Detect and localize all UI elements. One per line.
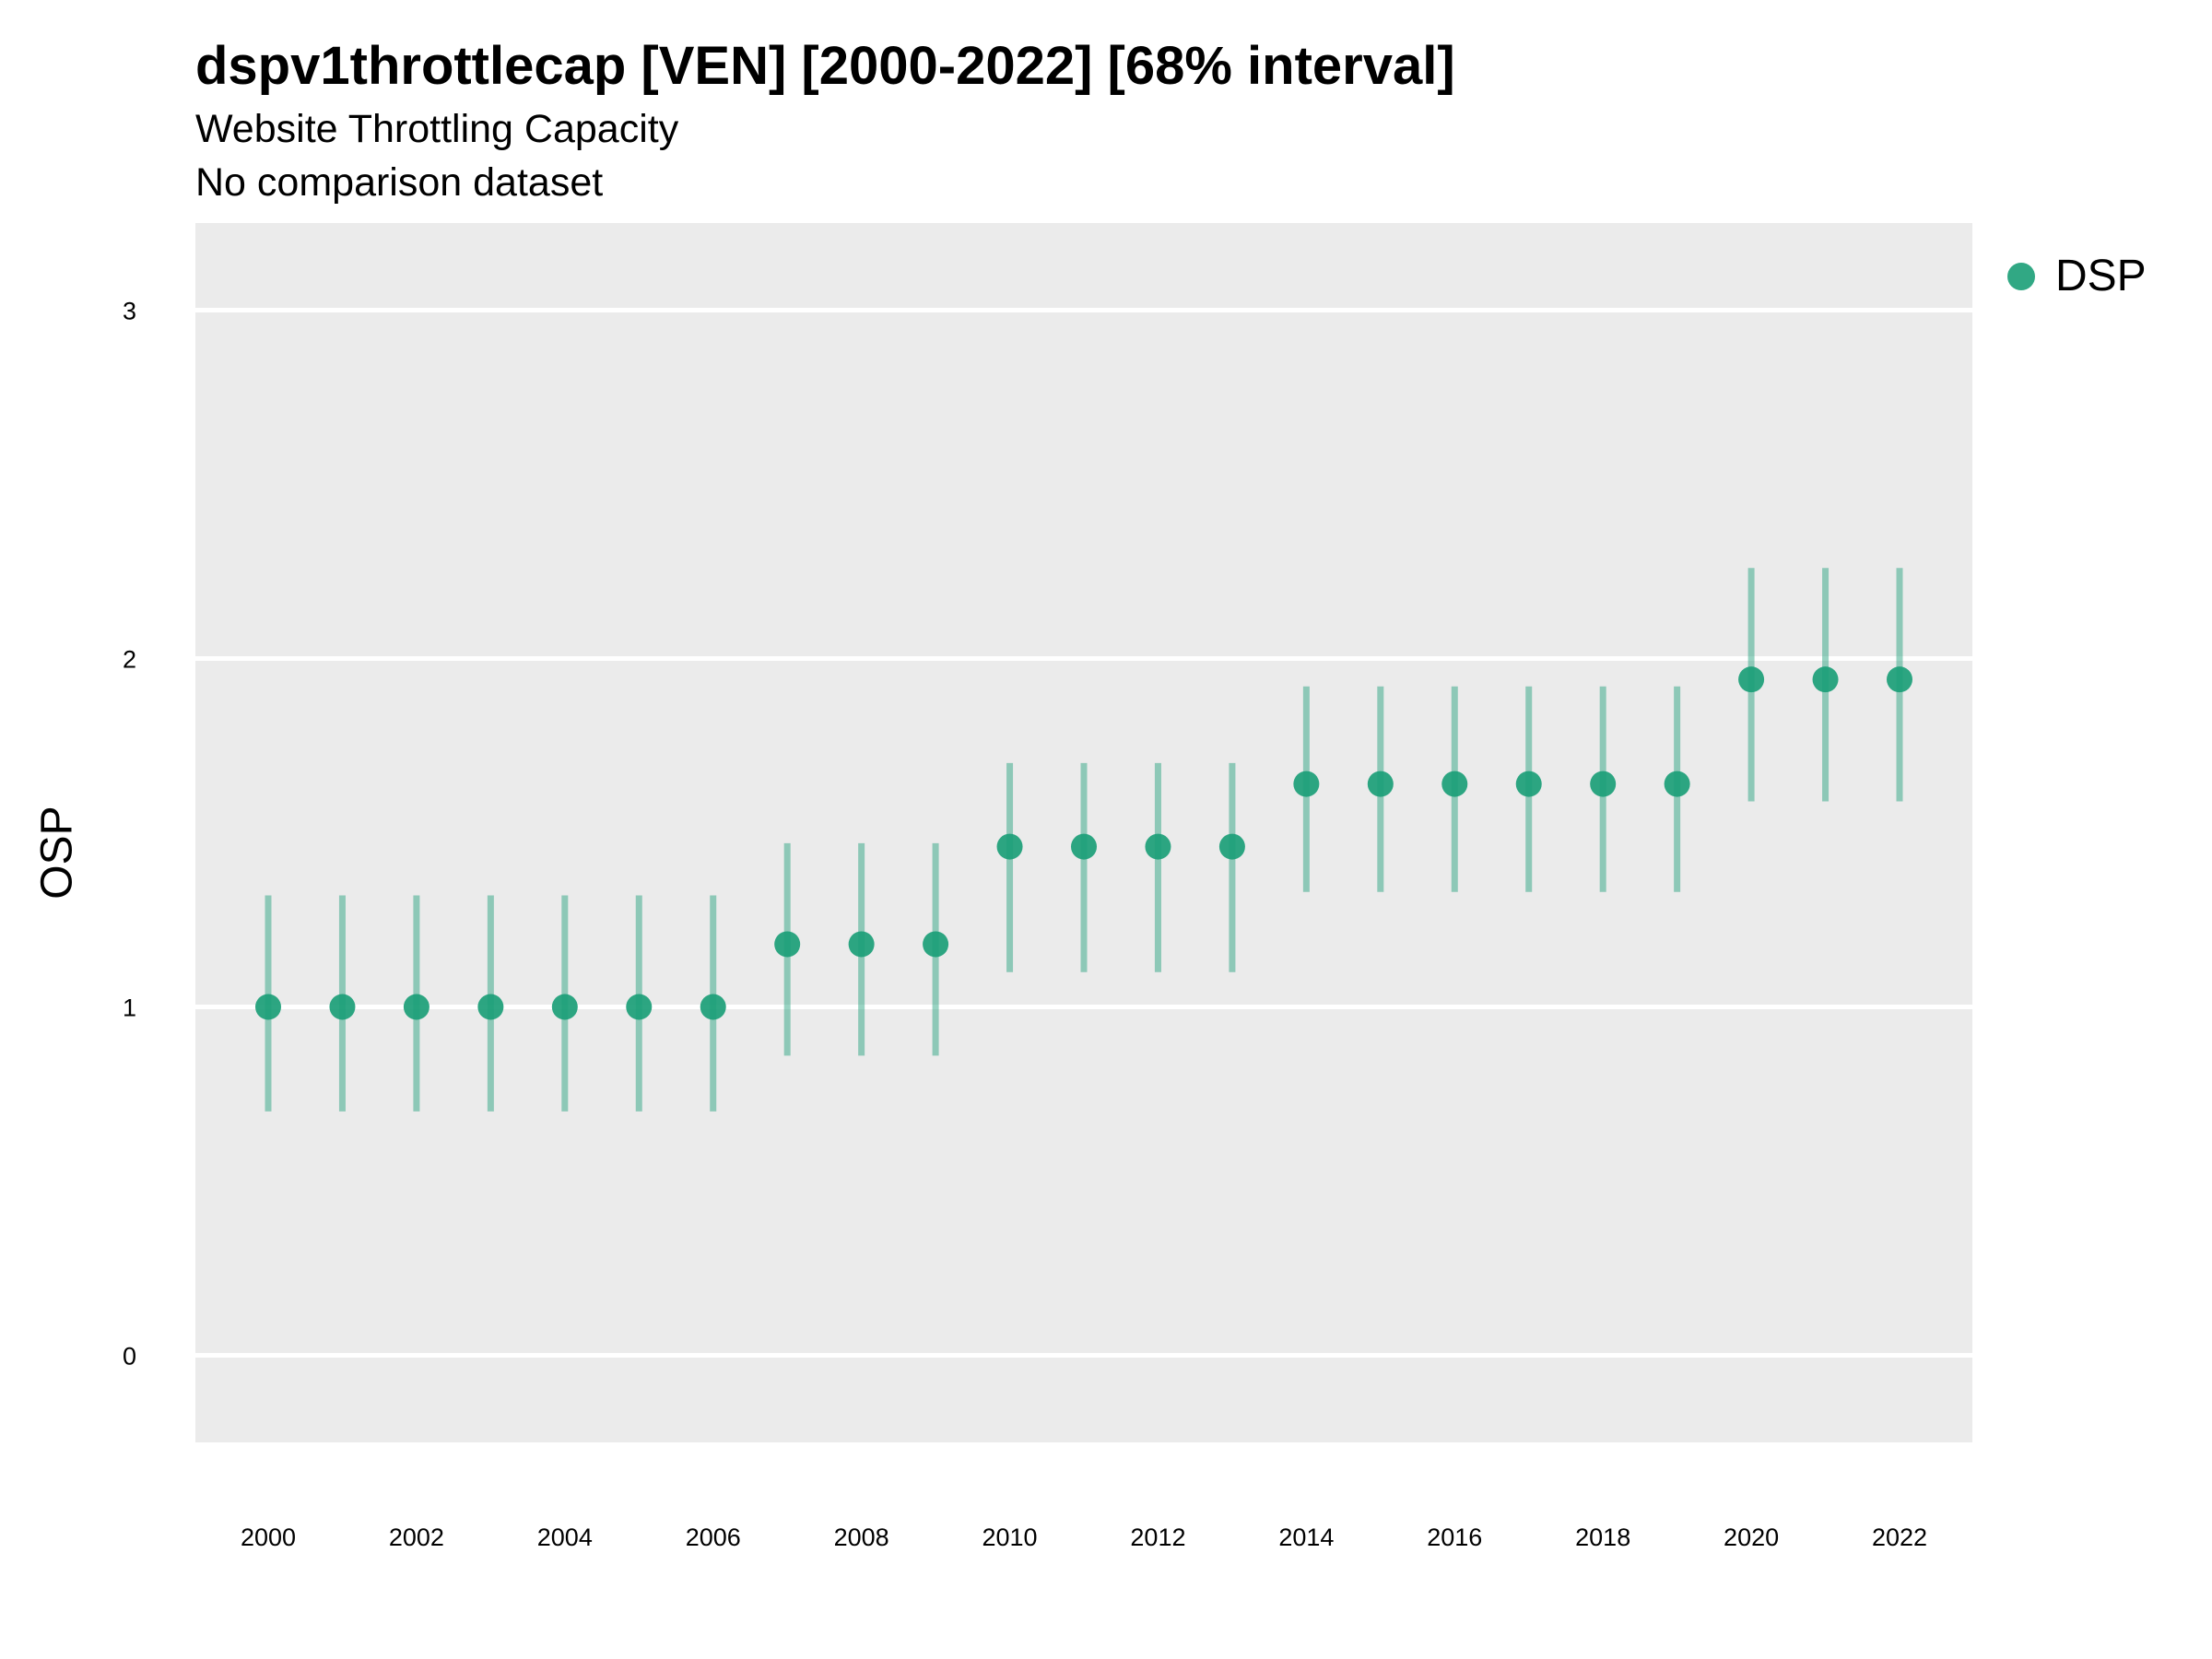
data-point xyxy=(1441,771,1468,797)
legend-label-dsp: DSP xyxy=(2055,252,2147,300)
data-point xyxy=(1515,771,1542,797)
x-tick-label: 2014 xyxy=(1278,1524,1334,1551)
x-tick-label: 2010 xyxy=(982,1524,1038,1551)
data-point xyxy=(1812,666,1839,693)
data-point xyxy=(403,994,429,1020)
y-tick-label: 1 xyxy=(123,994,136,1022)
x-tick-label: 2018 xyxy=(1575,1524,1630,1551)
x-tick-label: 2002 xyxy=(389,1524,444,1551)
data-point xyxy=(551,994,578,1020)
chart-subtitle-secondary: No comparison dataset xyxy=(195,160,604,205)
data-point xyxy=(1590,771,1617,797)
plot-panel xyxy=(195,223,1972,1442)
chart-subtitle: Website Throttling Capacity xyxy=(195,107,679,151)
y-tick-label: 3 xyxy=(123,298,136,325)
data-point xyxy=(626,994,653,1020)
x-tick-label: 2008 xyxy=(834,1524,889,1551)
data-point xyxy=(774,931,801,958)
data-point xyxy=(1367,771,1394,797)
data-point xyxy=(1071,833,1097,860)
data-point xyxy=(1887,666,1912,693)
x-tick-label: 2004 xyxy=(537,1524,593,1551)
data-point xyxy=(848,931,875,958)
data-point xyxy=(700,994,726,1020)
y-tick-label: 2 xyxy=(123,646,136,674)
data-point xyxy=(477,994,504,1020)
data-point xyxy=(1738,666,1765,693)
data-point xyxy=(923,931,949,958)
x-tick-label: 2006 xyxy=(686,1524,741,1551)
data-point xyxy=(255,994,281,1020)
y-tick-label: 0 xyxy=(123,1343,136,1371)
data-point xyxy=(996,833,1023,860)
x-tick-label: 2016 xyxy=(1427,1524,1482,1551)
legend-marker-dsp xyxy=(2007,262,2035,290)
data-point xyxy=(1145,833,1171,860)
data-point xyxy=(329,994,356,1020)
x-tick-label: 2000 xyxy=(241,1524,296,1551)
x-tick-label: 2022 xyxy=(1872,1524,1927,1551)
data-point xyxy=(1664,771,1690,797)
chart-title: dspv1throttlecap [VEN] [2000-2022] [68% … xyxy=(195,36,1455,96)
data-point xyxy=(1293,771,1320,797)
x-tick-label: 2012 xyxy=(1130,1524,1185,1551)
x-tick-label: 2020 xyxy=(1724,1524,1779,1551)
data-point xyxy=(1218,833,1245,860)
legend: DSP xyxy=(2007,251,2147,301)
